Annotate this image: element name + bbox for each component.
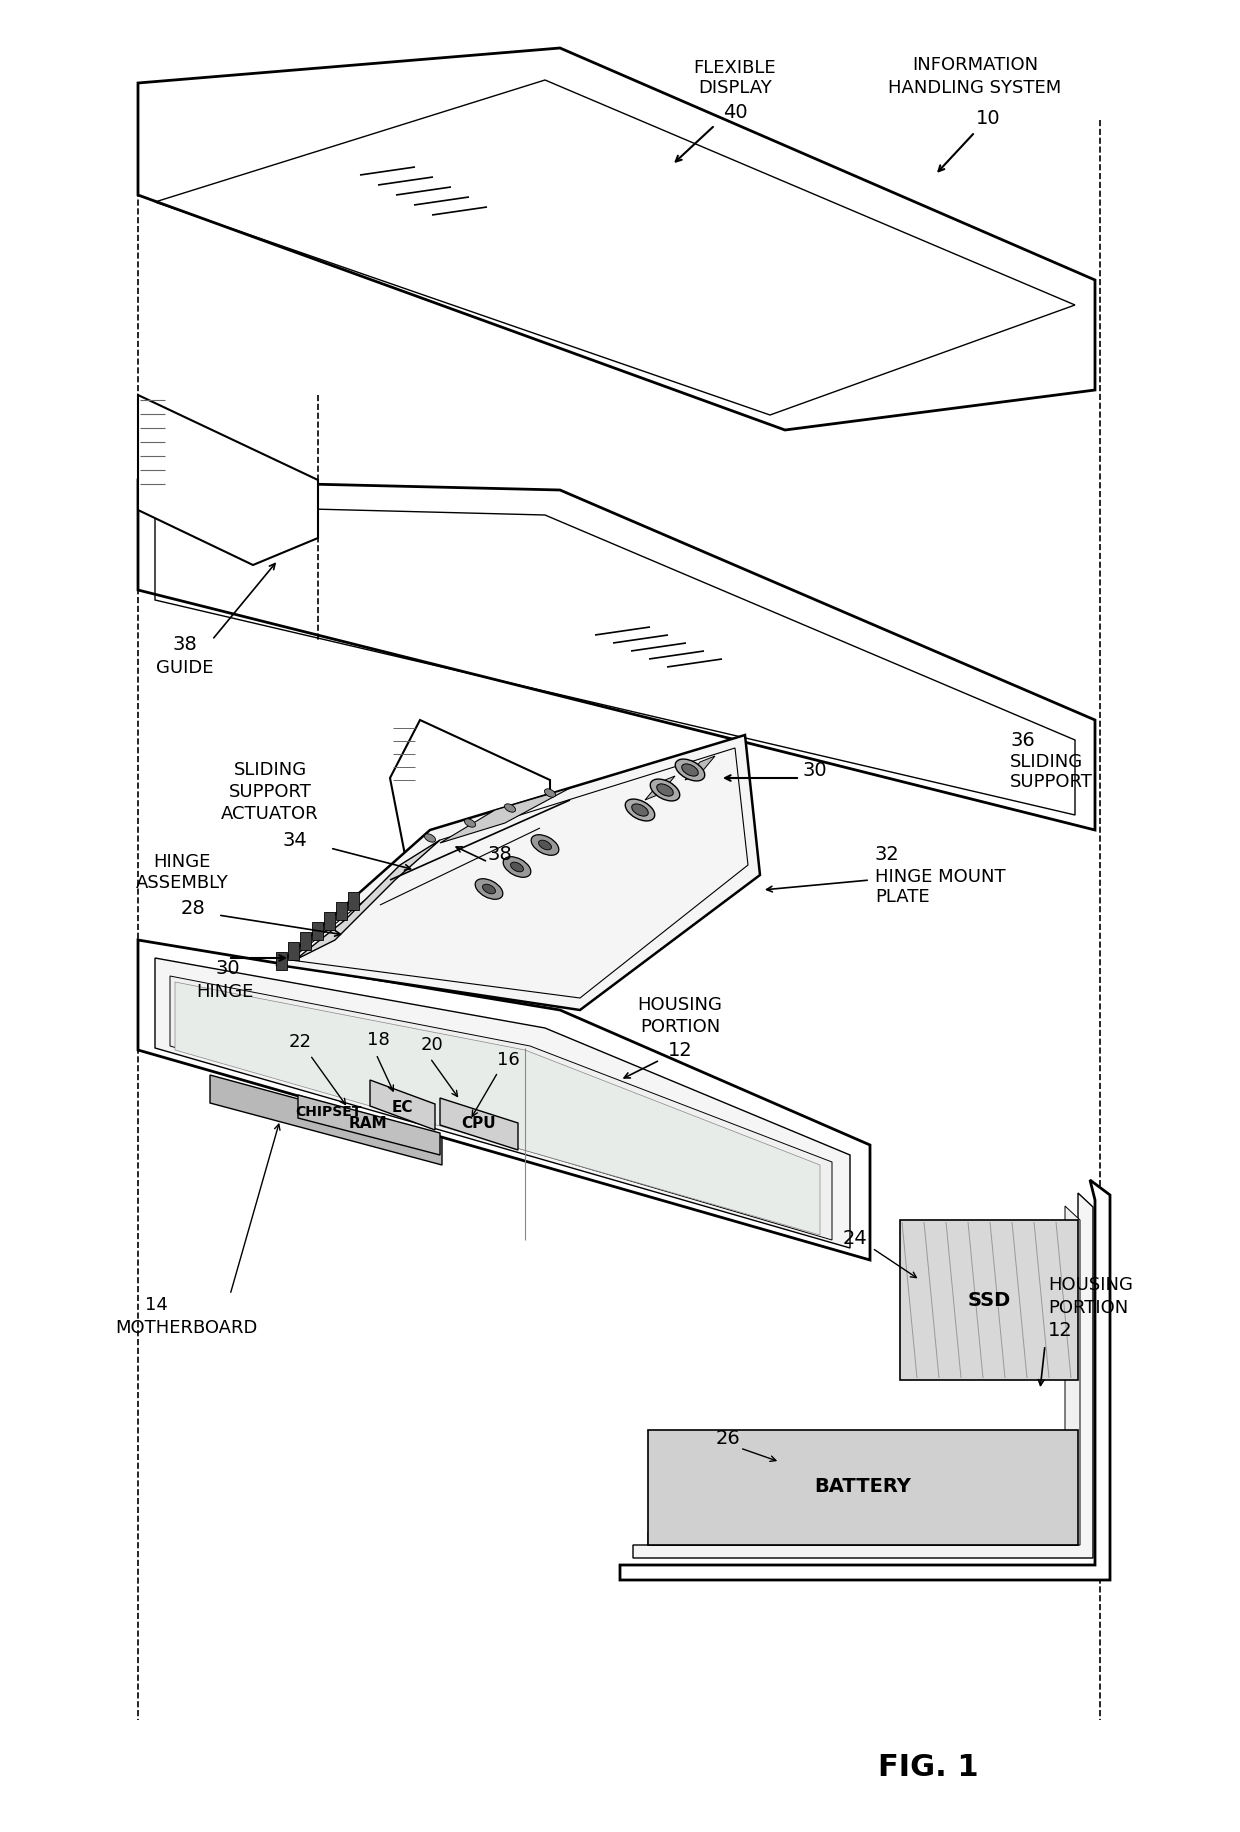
Polygon shape xyxy=(440,1097,518,1150)
Polygon shape xyxy=(138,480,1095,830)
Ellipse shape xyxy=(544,790,556,797)
Ellipse shape xyxy=(657,784,673,797)
Text: ACTUATOR: ACTUATOR xyxy=(221,804,319,823)
Ellipse shape xyxy=(625,799,655,821)
Text: ASSEMBLY: ASSEMBLY xyxy=(135,874,228,892)
Text: HINGE MOUNT: HINGE MOUNT xyxy=(875,868,1006,887)
Bar xyxy=(324,912,335,931)
Ellipse shape xyxy=(631,804,649,815)
Ellipse shape xyxy=(482,885,496,894)
Text: HINGE: HINGE xyxy=(154,854,211,870)
Ellipse shape xyxy=(650,779,680,801)
Text: HINGE: HINGE xyxy=(196,984,254,1000)
Polygon shape xyxy=(295,841,440,960)
Text: HOUSING: HOUSING xyxy=(637,997,723,1013)
Ellipse shape xyxy=(475,879,503,900)
Text: PLATE: PLATE xyxy=(875,889,930,907)
Polygon shape xyxy=(649,1205,1080,1544)
Polygon shape xyxy=(391,720,551,856)
Polygon shape xyxy=(370,1081,435,1130)
Bar xyxy=(336,901,347,920)
Text: 28: 28 xyxy=(181,898,206,918)
Text: MOTHERBOARD: MOTHERBOARD xyxy=(115,1319,258,1337)
Polygon shape xyxy=(684,757,715,780)
Ellipse shape xyxy=(424,834,435,843)
Text: FLEXIBLE: FLEXIBLE xyxy=(693,59,776,77)
Polygon shape xyxy=(175,982,820,1235)
Text: 34: 34 xyxy=(283,830,308,850)
Ellipse shape xyxy=(511,863,523,872)
Bar xyxy=(300,932,311,951)
Text: GUIDE: GUIDE xyxy=(156,660,213,678)
Ellipse shape xyxy=(676,758,704,780)
Text: 36: 36 xyxy=(1011,731,1034,749)
Text: 14: 14 xyxy=(145,1295,167,1314)
Polygon shape xyxy=(440,788,570,843)
Text: CPU: CPU xyxy=(461,1116,496,1130)
Text: 12: 12 xyxy=(1048,1321,1073,1339)
Polygon shape xyxy=(632,1193,1092,1557)
Polygon shape xyxy=(138,48,1095,431)
Text: 18: 18 xyxy=(367,1031,389,1050)
Bar xyxy=(277,953,286,969)
Text: 12: 12 xyxy=(667,1041,692,1059)
Polygon shape xyxy=(155,958,849,1248)
Bar xyxy=(288,942,299,960)
Text: 20: 20 xyxy=(420,1037,444,1053)
Ellipse shape xyxy=(465,819,476,828)
Text: SUPPORT: SUPPORT xyxy=(1011,773,1092,791)
Polygon shape xyxy=(210,1075,441,1165)
Text: 24: 24 xyxy=(843,1229,867,1248)
Polygon shape xyxy=(649,1431,1078,1544)
Text: SSD: SSD xyxy=(967,1290,1011,1310)
Text: 40: 40 xyxy=(723,103,748,123)
Text: SLIDING: SLIDING xyxy=(233,760,306,779)
Text: 16: 16 xyxy=(497,1052,520,1070)
Polygon shape xyxy=(900,1220,1078,1379)
Text: HOUSING: HOUSING xyxy=(1048,1277,1133,1293)
Text: 30: 30 xyxy=(802,760,827,779)
Bar xyxy=(348,892,360,911)
Ellipse shape xyxy=(531,835,559,856)
Text: BATTERY: BATTERY xyxy=(815,1477,911,1497)
Text: DISPLAY: DISPLAY xyxy=(698,79,771,97)
Text: 26: 26 xyxy=(715,1429,740,1447)
Ellipse shape xyxy=(503,857,531,878)
Polygon shape xyxy=(170,976,832,1240)
Text: SLIDING: SLIDING xyxy=(1011,753,1083,771)
Text: 32: 32 xyxy=(875,846,900,865)
Text: PORTION: PORTION xyxy=(640,1019,720,1037)
Ellipse shape xyxy=(505,804,516,812)
Text: 30: 30 xyxy=(216,958,241,978)
Text: RAM: RAM xyxy=(348,1116,387,1130)
Ellipse shape xyxy=(682,764,698,777)
Polygon shape xyxy=(645,777,675,801)
Bar xyxy=(312,921,322,940)
Text: 38: 38 xyxy=(172,636,197,654)
Text: 38: 38 xyxy=(487,846,512,865)
Text: INFORMATION: INFORMATION xyxy=(911,57,1038,73)
Text: HANDLING SYSTEM: HANDLING SYSTEM xyxy=(888,79,1061,97)
Polygon shape xyxy=(298,1096,440,1154)
Text: FIG. 1: FIG. 1 xyxy=(878,1753,978,1783)
Polygon shape xyxy=(278,735,760,1009)
Polygon shape xyxy=(138,396,317,564)
Ellipse shape xyxy=(538,841,552,850)
Text: CHIPSET: CHIPSET xyxy=(295,1105,361,1119)
Polygon shape xyxy=(620,1180,1110,1579)
Text: PORTION: PORTION xyxy=(1048,1299,1128,1317)
Text: SUPPORT: SUPPORT xyxy=(228,782,311,801)
Text: 10: 10 xyxy=(976,108,1001,128)
Text: 22: 22 xyxy=(289,1033,311,1052)
Text: EC: EC xyxy=(392,1099,413,1114)
Polygon shape xyxy=(138,940,870,1260)
